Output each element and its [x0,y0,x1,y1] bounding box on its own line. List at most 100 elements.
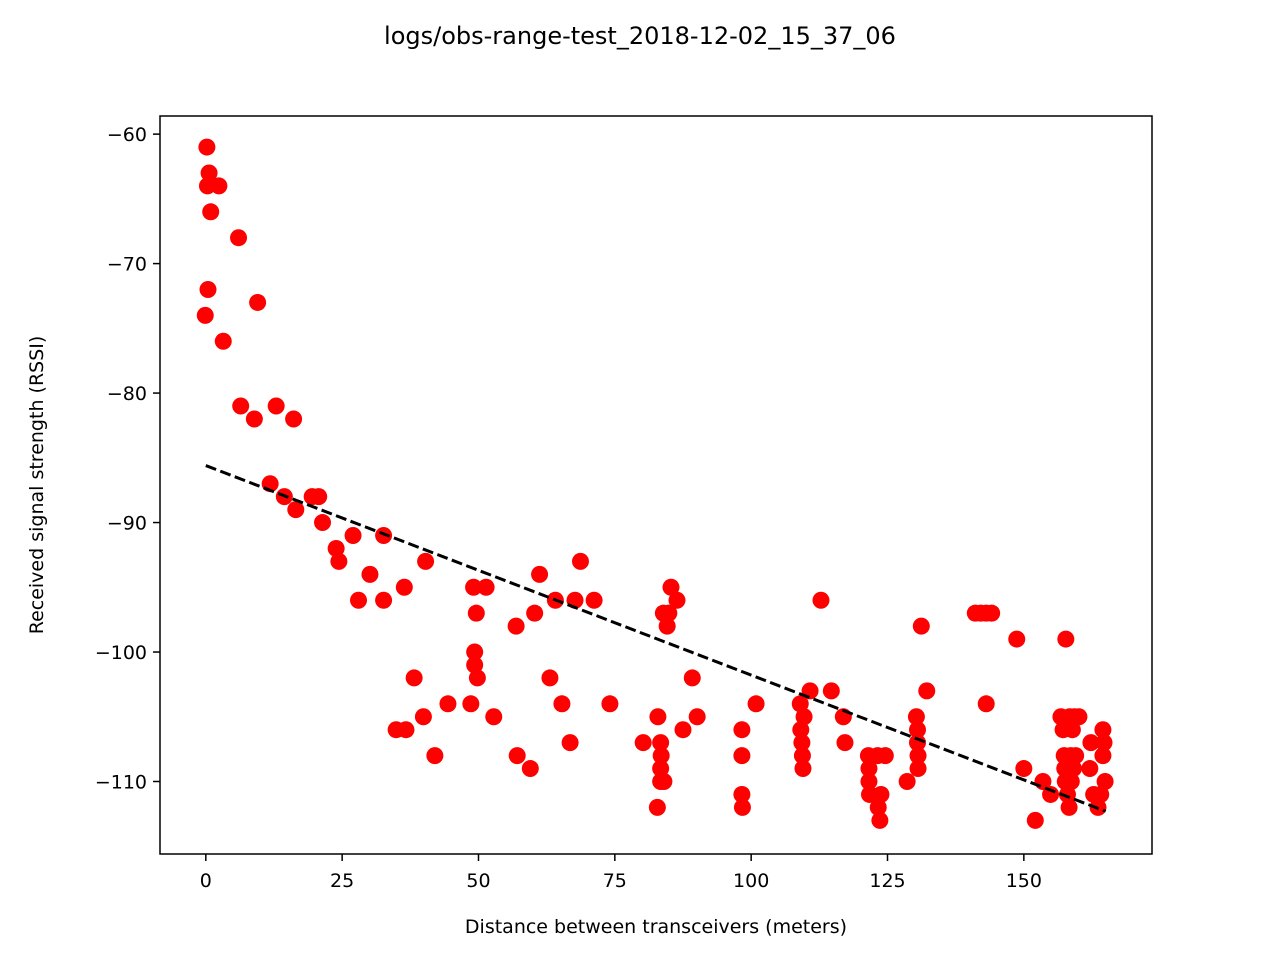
data-point [521,760,539,778]
x-tick-label: 150 [1006,870,1042,892]
data-point [571,552,589,570]
x-tick-label: 50 [466,870,490,892]
data-point [668,591,686,609]
x-axis-ticks: 0 25 50 75 100 125 150 [200,854,1042,892]
data-point [414,708,432,726]
data-point [688,708,706,726]
data-point [214,332,232,350]
data-point [907,708,925,726]
y-tick-label: −100 [95,642,147,664]
data-point [1026,811,1044,829]
data-point [200,164,218,182]
data-point [872,785,890,803]
data-point [909,747,927,765]
data-point [397,721,415,739]
data-point [249,293,267,311]
data-point [507,617,525,635]
data-point [508,747,526,765]
data-point [526,604,544,622]
data-points [196,138,1114,829]
x-axis-label: Distance between transceivers (meters) [465,916,847,938]
data-point [836,734,854,752]
data-point [1015,760,1033,778]
x-tick-label: 125 [869,870,905,892]
data-point [462,695,480,713]
y-tick-label: −90 [107,513,147,535]
x-tick-label: 100 [733,870,769,892]
data-point [541,669,559,687]
data-point [733,785,751,803]
data-point [1081,760,1099,778]
y-tick-label: −60 [107,124,147,146]
data-point [649,708,667,726]
data-point [466,656,484,674]
data-point [439,695,457,713]
data-point [485,708,503,726]
x-tick-label: 25 [330,870,354,892]
data-point [465,578,483,596]
data-point [908,721,926,739]
x-tick-label: 75 [603,870,627,892]
data-point [1060,798,1078,816]
data-point [375,526,393,544]
data-point [652,734,670,752]
data-point [585,591,603,609]
data-point [198,138,216,156]
data-point [426,747,444,765]
data-point [871,811,889,829]
data-point [1082,734,1100,752]
data-point [245,410,263,428]
data-point [350,591,368,609]
y-tick-label: −80 [107,383,147,405]
data-point [912,617,930,635]
data-point [822,682,840,700]
data-point [733,747,751,765]
data-point [1057,630,1075,648]
data-point [285,410,303,428]
data-point [876,747,894,765]
data-point [327,539,345,557]
data-point [662,578,680,596]
data-point [898,772,916,790]
data-point [1008,630,1026,648]
data-point [1096,772,1114,790]
data-point [417,552,435,570]
data-point [531,565,549,583]
chart-title: logs/obs-range-test_2018-12-02_15_37_06 [384,22,896,50]
data-point [601,695,619,713]
data-point [733,721,751,739]
data-point [344,526,362,544]
data-point [1064,760,1082,778]
data-point [1095,734,1113,752]
data-point [1058,785,1076,803]
data-point [812,591,830,609]
data-point [652,760,670,778]
y-axis-label: Received signal strength (RSSI) [26,336,48,635]
data-point [983,604,1001,622]
fit-line [205,464,1107,813]
data-point [660,604,678,622]
data-point [232,397,250,415]
data-point [267,397,285,415]
data-point [553,695,571,713]
data-point [477,578,495,596]
data-point [405,669,423,687]
data-point [1063,721,1081,739]
data-point [310,488,328,506]
data-point [1042,785,1060,803]
data-point [793,747,811,765]
data-point [468,669,486,687]
data-point [795,708,813,726]
data-point [658,617,676,635]
data-point [747,695,765,713]
data-point [794,760,812,778]
y-axis-ticks: −110 −100 −90 −80 −70 −60 [95,124,160,793]
plot-frame [159,115,1153,855]
data-point [1070,708,1088,726]
data-point [1094,721,1112,739]
data-point [1094,747,1112,765]
data-point [287,501,305,519]
data-point [196,306,214,324]
data-point [792,721,810,739]
